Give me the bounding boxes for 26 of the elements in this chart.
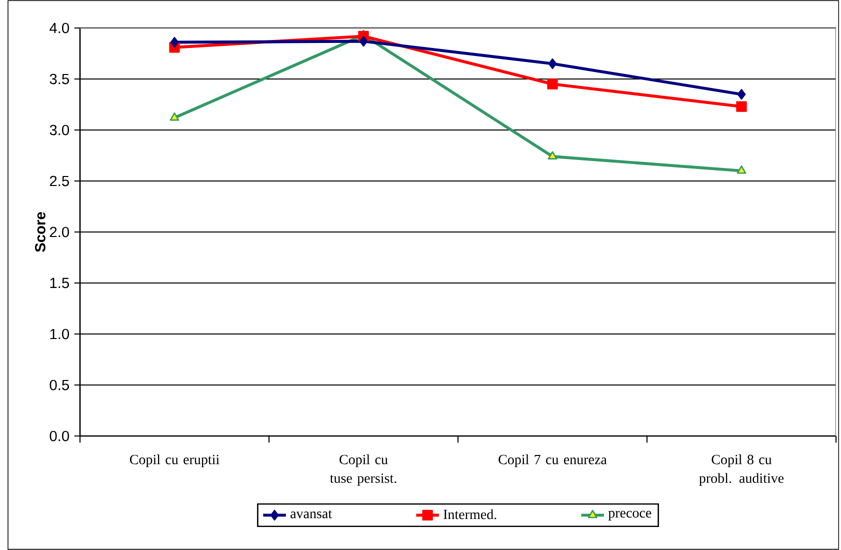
- x-tick-label: Copil 8 cu probl. auditive: [699, 454, 784, 486]
- y-tick-label: 0.5: [50, 380, 69, 390]
- legend-label: precoce: [608, 510, 652, 520]
- point: [547, 78, 558, 90]
- y-tick-label: 3.5: [50, 74, 69, 84]
- y-tick-label: 0.0: [50, 430, 70, 442]
- x-tick-label: Copil cu eruptii: [130, 454, 220, 468]
- point: [170, 36, 179, 48]
- y-tick-label: 2.0: [50, 226, 70, 238]
- point: [548, 58, 557, 70]
- y-tick-label: 1.0: [50, 328, 70, 340]
- y-tick-label: 1.5: [50, 278, 69, 288]
- y-tick-label: 3.0: [50, 124, 70, 136]
- point: [736, 101, 747, 112]
- x-tick-label: Copil cu tuse persist.: [330, 454, 396, 486]
- legend-label: Intermed.: [444, 509, 496, 520]
- legend-label: avansat: [290, 510, 332, 518]
- point: [359, 36, 368, 47]
- y-axis-title: Score: [35, 212, 46, 252]
- y-tick-label: 4.0: [50, 22, 70, 34]
- point: [170, 112, 180, 121]
- x-tick-label: Copil 7 cu enureza: [498, 454, 607, 468]
- y-tick-label: 2.5: [50, 176, 69, 186]
- point: [548, 151, 558, 160]
- point: [736, 165, 746, 174]
- point: [737, 88, 746, 100]
